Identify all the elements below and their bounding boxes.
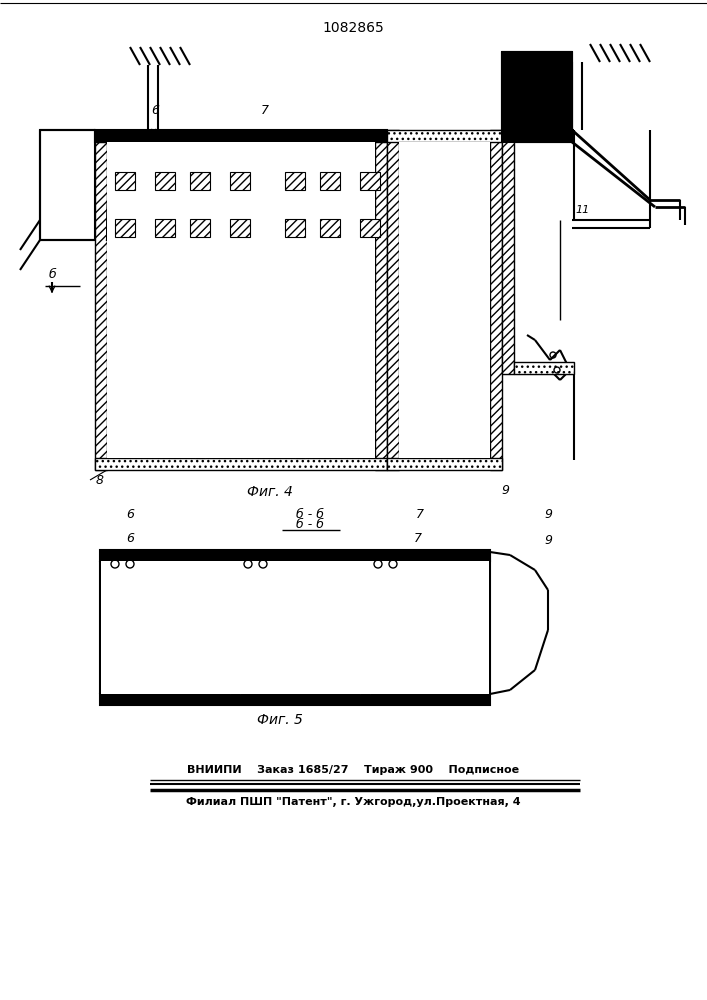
Bar bbox=[190, 172, 210, 190]
Text: 10: 10 bbox=[527, 84, 543, 97]
Text: б: б bbox=[48, 267, 56, 280]
Text: 7: 7 bbox=[261, 104, 269, 116]
Bar bbox=[375, 130, 387, 470]
Text: 9: 9 bbox=[501, 484, 509, 496]
Bar bbox=[195, 142, 205, 458]
Bar bbox=[399, 142, 490, 458]
Bar bbox=[320, 172, 340, 190]
Bar bbox=[387, 130, 502, 142]
Text: 12: 12 bbox=[253, 325, 267, 335]
Polygon shape bbox=[40, 130, 95, 240]
Bar bbox=[230, 219, 250, 237]
Text: 16: 16 bbox=[278, 160, 292, 170]
Bar bbox=[155, 219, 175, 237]
Bar bbox=[95, 458, 387, 470]
Text: б: б bbox=[421, 267, 429, 280]
Bar bbox=[95, 130, 107, 470]
Bar bbox=[387, 458, 502, 470]
Text: 1: 1 bbox=[131, 344, 139, 357]
Bar bbox=[502, 52, 572, 142]
Text: 15: 15 bbox=[233, 305, 247, 315]
Text: 14: 14 bbox=[213, 160, 227, 170]
Bar bbox=[230, 561, 240, 694]
Text: 9: 9 bbox=[544, 534, 552, 546]
Bar bbox=[107, 142, 375, 458]
Bar bbox=[502, 130, 514, 374]
Bar bbox=[190, 219, 210, 237]
Bar bbox=[387, 130, 399, 470]
Text: 7: 7 bbox=[414, 532, 422, 544]
Text: 6: 6 bbox=[126, 508, 134, 520]
Bar bbox=[101, 561, 489, 694]
Bar bbox=[100, 550, 490, 561]
Bar bbox=[320, 219, 340, 237]
Bar bbox=[514, 362, 574, 374]
Text: 6: 6 bbox=[126, 532, 134, 544]
Bar bbox=[115, 172, 135, 190]
Bar bbox=[295, 142, 305, 458]
Bar bbox=[100, 694, 490, 705]
Text: Фиг. 5: Фиг. 5 bbox=[257, 713, 303, 727]
Text: 17: 17 bbox=[178, 160, 192, 170]
Text: 6: 6 bbox=[151, 104, 159, 116]
Text: 8: 8 bbox=[191, 603, 199, 616]
Text: б - б: б - б bbox=[296, 518, 324, 532]
Text: 8: 8 bbox=[96, 474, 104, 487]
Text: Филиал ПШП "Патент", г. Ужгород,ул.Проектная, 4: Филиал ПШП "Патент", г. Ужгород,ул.Проек… bbox=[186, 797, 520, 807]
Text: ВНИИПИ    Заказ 1685/27    Тираж 900    Подписное: ВНИИПИ Заказ 1685/27 Тираж 900 Подписное bbox=[187, 765, 519, 775]
Bar bbox=[95, 130, 387, 142]
Bar bbox=[95, 130, 387, 142]
Bar bbox=[285, 172, 305, 190]
Text: 9: 9 bbox=[544, 508, 552, 520]
Bar bbox=[490, 130, 502, 470]
Bar bbox=[230, 172, 250, 190]
Bar bbox=[285, 219, 305, 237]
Text: 7: 7 bbox=[416, 508, 424, 520]
Text: 1082865: 1082865 bbox=[322, 21, 384, 35]
Bar bbox=[115, 219, 135, 237]
Text: б - б: б - б bbox=[296, 508, 324, 520]
Bar bbox=[360, 172, 380, 190]
Bar bbox=[360, 561, 370, 694]
Bar bbox=[155, 172, 175, 190]
Bar bbox=[360, 219, 380, 237]
Text: 11: 11 bbox=[575, 205, 589, 215]
Text: 13: 13 bbox=[323, 295, 337, 305]
Text: Фиг. 4: Фиг. 4 bbox=[247, 485, 293, 499]
